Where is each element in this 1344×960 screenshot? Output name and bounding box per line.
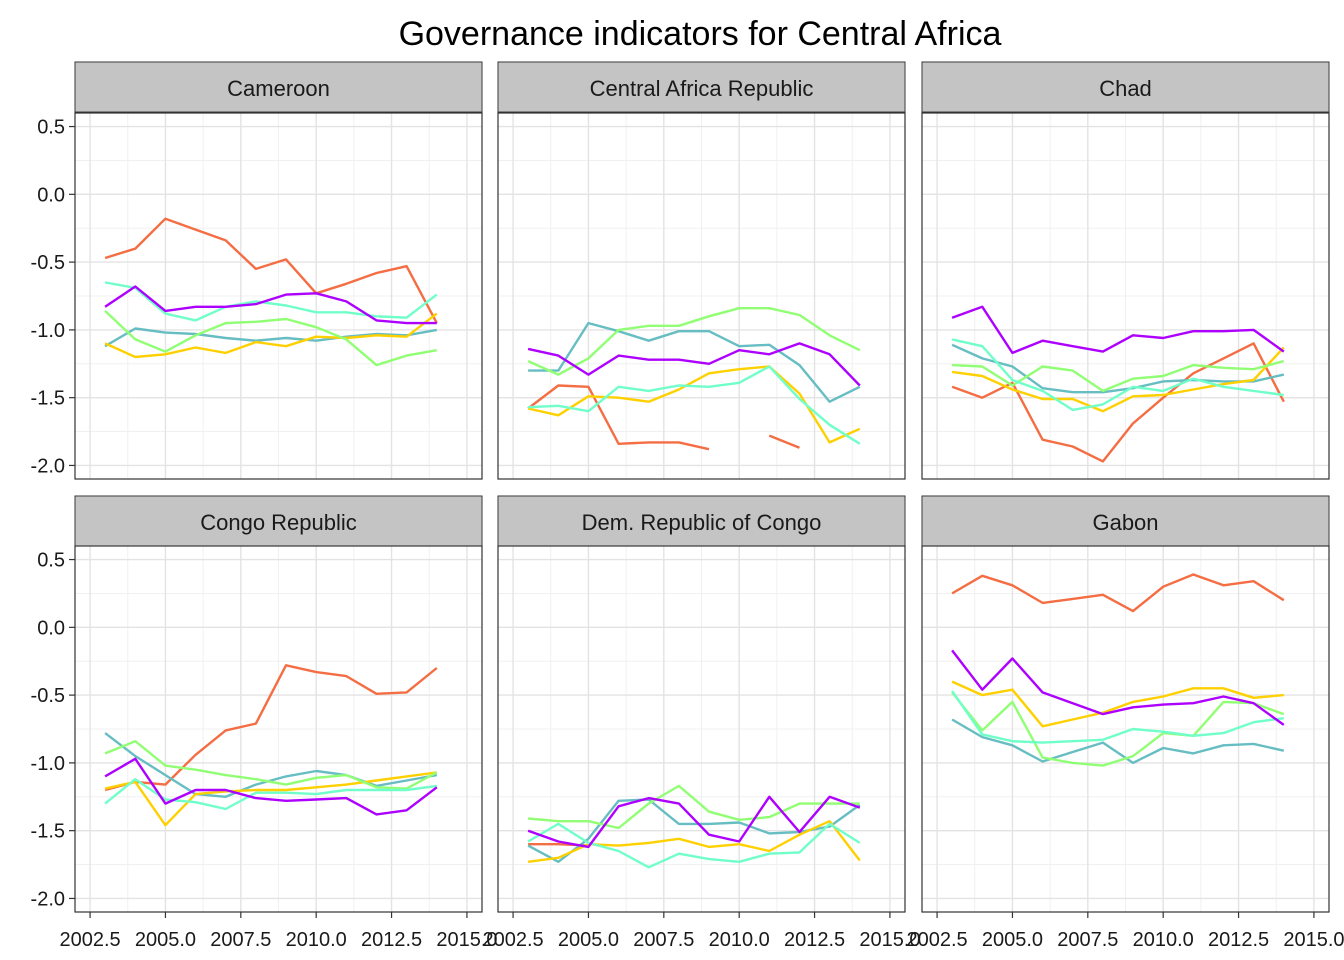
x-tick-label: 2007.5 xyxy=(210,929,271,951)
x-tick-label: 2010.0 xyxy=(709,929,770,951)
series-line xyxy=(104,757,438,816)
series-line xyxy=(104,327,438,348)
series-line xyxy=(951,305,1285,355)
series-line xyxy=(528,321,861,403)
x-tick-label: 2002.5 xyxy=(482,929,543,951)
series-line xyxy=(104,281,438,322)
chart-title: Governance indicators for Central Africa xyxy=(399,15,1002,53)
y-tick-label: -2.0 xyxy=(31,888,65,910)
series-line xyxy=(951,346,1285,413)
series-line xyxy=(104,310,438,367)
series-line xyxy=(951,343,1285,394)
series-line xyxy=(951,690,1284,744)
series-line xyxy=(104,664,438,792)
facet-strip-label: Central Africa Republic xyxy=(590,76,814,101)
y-tick-label: 0.0 xyxy=(37,184,65,206)
y-tick-label: -0.5 xyxy=(31,685,65,707)
series-line xyxy=(104,732,438,798)
y-tick-label: 0.5 xyxy=(37,117,65,139)
facet-strip-fill xyxy=(499,63,904,111)
panel-border xyxy=(921,112,1330,480)
x-tick-label: 2015.0 xyxy=(1283,929,1344,951)
series-line xyxy=(952,359,1285,393)
series-line xyxy=(951,649,1285,726)
facet-strip-label: Dem. Republic of Congo xyxy=(582,510,822,535)
x-tick-label: 2005.0 xyxy=(982,929,1043,951)
x-tick-label: 2012.5 xyxy=(784,929,845,951)
series-line xyxy=(951,680,1284,728)
facet-panel: Cameroon 0.5 0.0 -0.5 -1.0 -1.5 -2.0 xyxy=(31,61,483,480)
x-tick-label: 2002.5 xyxy=(906,929,967,951)
series-line xyxy=(527,342,861,387)
series-line xyxy=(527,384,710,451)
x-tick-label: 2007.5 xyxy=(1057,929,1118,951)
series-line xyxy=(104,217,438,324)
series-line xyxy=(528,365,861,445)
series-line xyxy=(104,312,438,359)
series-line xyxy=(951,691,1285,767)
x-tick-label: 2012.5 xyxy=(361,929,422,951)
series-line xyxy=(951,338,1284,412)
facet-panel: Gabon 2002.5 2005.0 2007.5 2010.0 2012.5 2015.… xyxy=(906,495,1344,951)
x-tick-label: 2015.0 xyxy=(859,929,920,951)
facet-strip-fill xyxy=(923,63,1328,111)
facet-strip-fill xyxy=(76,497,481,545)
x-tick-label: 2002.5 xyxy=(59,929,120,951)
series-line xyxy=(104,740,438,790)
facet-panel: Chad xyxy=(921,61,1330,480)
y-tick-label: -1.5 xyxy=(31,388,65,410)
panel-border xyxy=(921,545,1330,913)
y-tick-label: 0.5 xyxy=(37,550,65,572)
facet-strip-fill xyxy=(923,497,1328,545)
series-line xyxy=(527,798,861,863)
series-line xyxy=(527,784,860,830)
panel-border xyxy=(74,112,483,480)
series-line xyxy=(768,434,800,449)
facet-strip-fill xyxy=(499,497,904,545)
y-tick-label: -1.0 xyxy=(31,753,65,775)
x-tick-label: 2005.0 xyxy=(558,929,619,951)
x-tick-label: 2010.0 xyxy=(286,929,347,951)
series-line xyxy=(951,342,1285,463)
series-line xyxy=(527,822,861,869)
facet-strip-label: Gabon xyxy=(1092,510,1158,535)
facet-panel: Congo Republic 0.5 0.0 -0.5 -1.0 -1.5 -2.0 2002… xyxy=(31,495,498,951)
y-tick-label: -1.5 xyxy=(31,821,65,843)
series-line xyxy=(104,771,437,827)
panel-border xyxy=(497,112,906,480)
x-tick-label: 2010.0 xyxy=(1133,929,1194,951)
panel-border xyxy=(497,545,906,913)
y-tick-label: -0.5 xyxy=(31,252,65,274)
y-tick-label: -1.0 xyxy=(31,320,65,342)
series-line xyxy=(951,573,1285,613)
panel-border xyxy=(74,545,483,913)
series-line xyxy=(951,718,1285,765)
facet-strip-label: Congo Republic xyxy=(200,510,357,535)
y-tick-label: 0.0 xyxy=(37,617,65,639)
series-line xyxy=(527,307,861,376)
x-tick-label: 2015.0 xyxy=(436,929,497,951)
y-tick-label: -2.0 xyxy=(31,455,65,477)
facet-panel: Central Africa Republic xyxy=(497,61,906,480)
facet-panel: Dem. Republic of Congo 2002.5 2005.0 2007.5… xyxy=(482,495,921,951)
x-tick-label: 2012.5 xyxy=(1208,929,1269,951)
series-line xyxy=(527,795,861,849)
facet-strip-label: Chad xyxy=(1099,76,1152,101)
facet-strip-fill xyxy=(76,63,481,111)
x-tick-label: 2007.5 xyxy=(633,929,694,951)
facet-strip-label: Cameroon xyxy=(227,76,330,101)
x-tick-label: 2005.0 xyxy=(135,929,196,951)
series-line xyxy=(104,285,437,325)
